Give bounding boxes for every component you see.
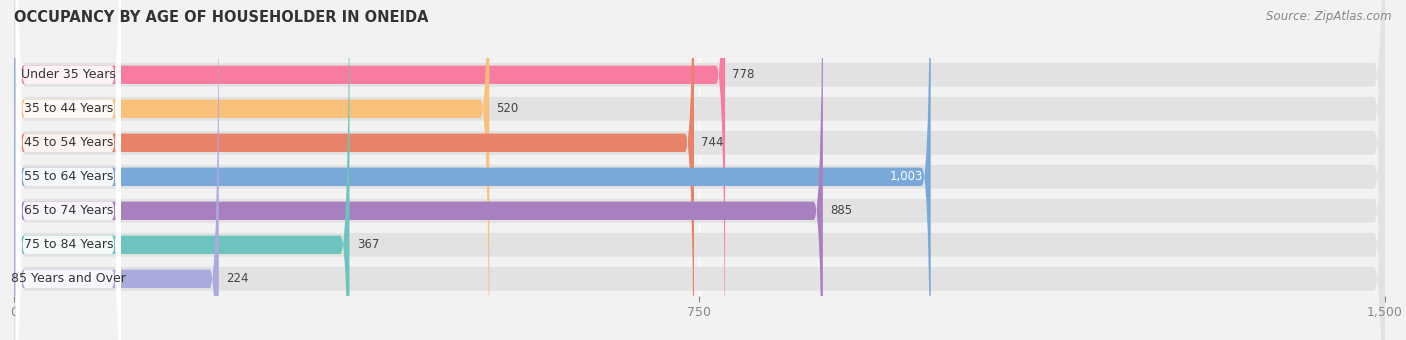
FancyBboxPatch shape: [14, 0, 725, 340]
FancyBboxPatch shape: [14, 0, 823, 340]
Text: 45 to 54 Years: 45 to 54 Years: [24, 136, 112, 149]
Text: Under 35 Years: Under 35 Years: [21, 68, 115, 81]
Text: 55 to 64 Years: 55 to 64 Years: [24, 170, 112, 183]
Text: 224: 224: [226, 272, 249, 285]
Text: 35 to 44 Years: 35 to 44 Years: [24, 102, 112, 115]
Text: 367: 367: [357, 238, 380, 251]
Text: 744: 744: [702, 136, 724, 149]
FancyBboxPatch shape: [15, 0, 121, 340]
FancyBboxPatch shape: [14, 0, 1385, 340]
Text: 778: 778: [733, 68, 755, 81]
FancyBboxPatch shape: [15, 0, 121, 340]
FancyBboxPatch shape: [14, 0, 1385, 340]
FancyBboxPatch shape: [15, 0, 121, 340]
FancyBboxPatch shape: [15, 0, 121, 340]
Text: 520: 520: [496, 102, 519, 115]
FancyBboxPatch shape: [15, 0, 121, 340]
FancyBboxPatch shape: [14, 0, 931, 340]
FancyBboxPatch shape: [15, 0, 121, 340]
FancyBboxPatch shape: [14, 0, 350, 340]
Text: OCCUPANCY BY AGE OF HOUSEHOLDER IN ONEIDA: OCCUPANCY BY AGE OF HOUSEHOLDER IN ONEID…: [14, 10, 429, 25]
Text: 1,003: 1,003: [890, 170, 924, 183]
FancyBboxPatch shape: [14, 0, 1385, 340]
FancyBboxPatch shape: [15, 0, 121, 340]
Text: 885: 885: [830, 204, 852, 217]
FancyBboxPatch shape: [14, 0, 1385, 340]
Text: 85 Years and Over: 85 Years and Over: [11, 272, 127, 285]
FancyBboxPatch shape: [14, 0, 1385, 340]
FancyBboxPatch shape: [14, 0, 695, 340]
FancyBboxPatch shape: [14, 0, 1385, 340]
FancyBboxPatch shape: [14, 0, 219, 340]
Text: 75 to 84 Years: 75 to 84 Years: [24, 238, 114, 251]
Text: Source: ZipAtlas.com: Source: ZipAtlas.com: [1267, 10, 1392, 23]
FancyBboxPatch shape: [14, 0, 1385, 340]
FancyBboxPatch shape: [14, 0, 489, 340]
Text: 65 to 74 Years: 65 to 74 Years: [24, 204, 112, 217]
